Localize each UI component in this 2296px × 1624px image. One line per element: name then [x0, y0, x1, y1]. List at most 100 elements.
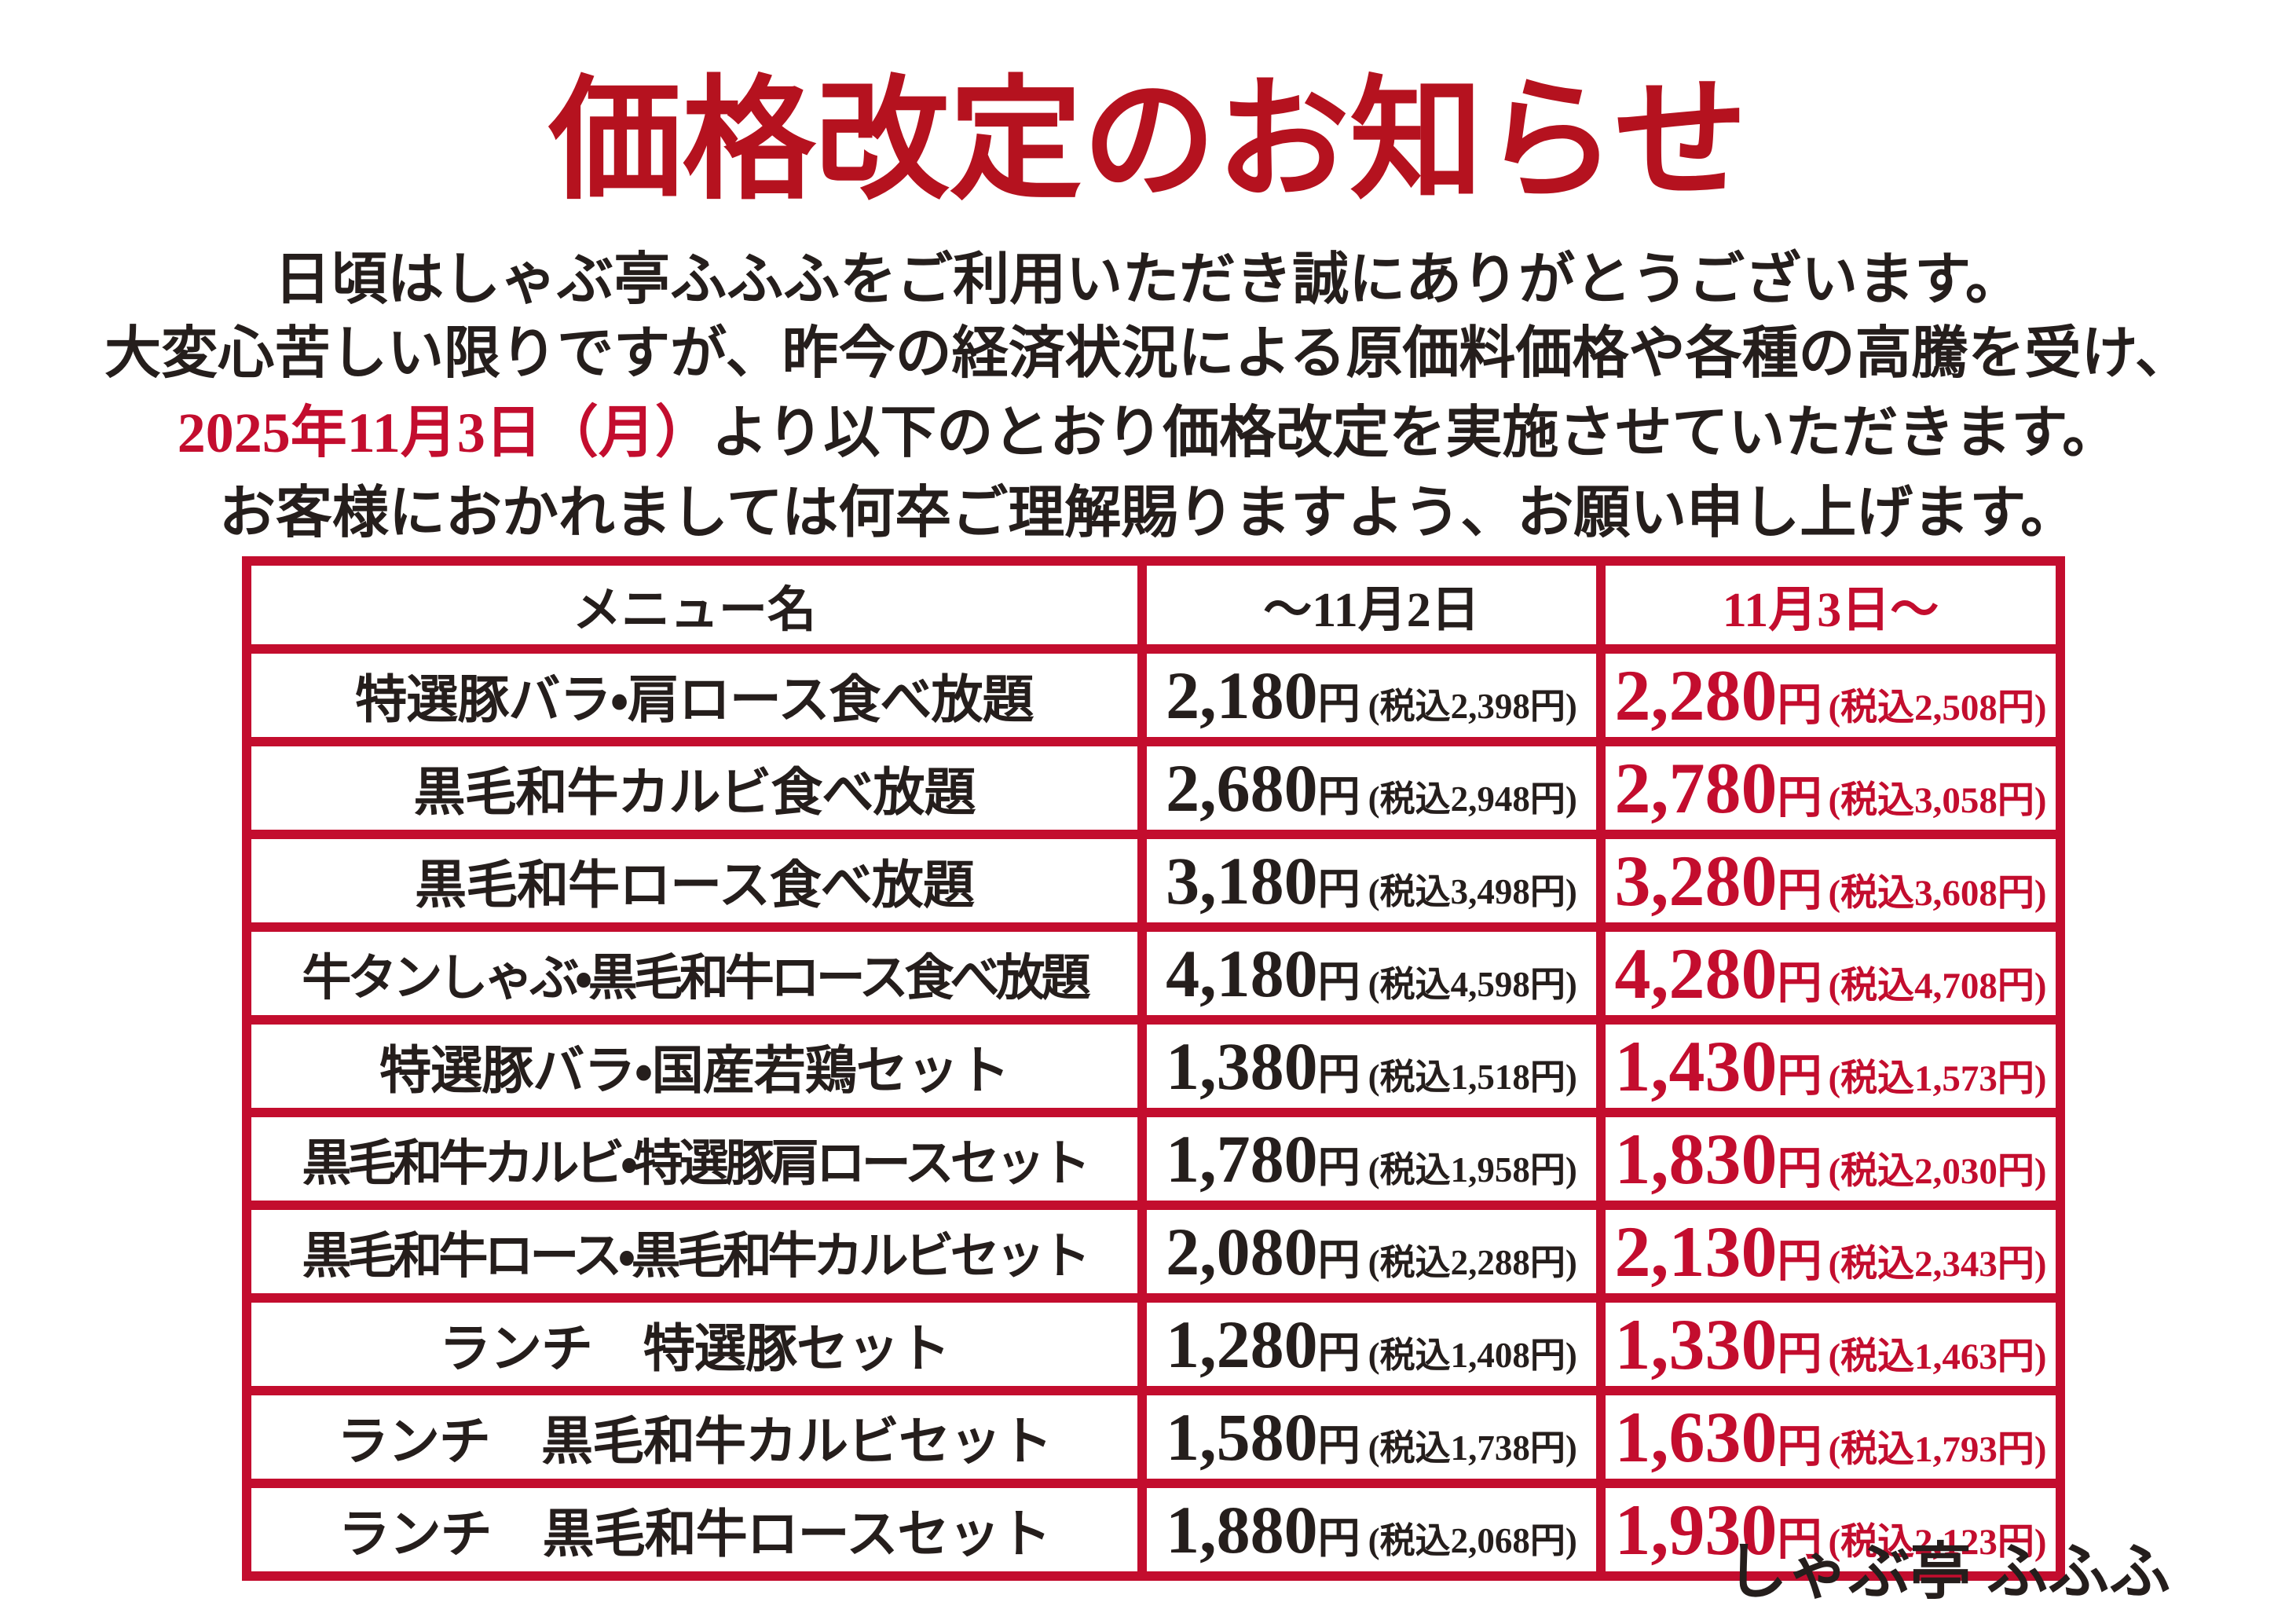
menu-name: 黒毛和牛カルビ・特選豚肩ロースセット [242, 1108, 1147, 1210]
price-amount: 1,580 [1166, 1399, 1318, 1475]
intro-line-3-rest: より以下のとおり価格改定を実施させていただきます。 [711, 401, 2119, 464]
menu-name: 特選豚バラ・国産若鶏セット [242, 1015, 1147, 1117]
price-table: メニュー名 ～11月2日 11月3日～ 特選豚バラ・肩ロース食べ放題 2,180… [242, 556, 2065, 1581]
price-amount: 1,280 [1166, 1307, 1318, 1382]
new-price-cell: 3,280円 (税込3,608円) [1596, 830, 2065, 932]
tax-note: (税込2,398円) [1368, 687, 1577, 726]
price-unit: 円 [1777, 866, 1822, 915]
price-amount: 1,780 [1166, 1121, 1318, 1197]
price-unit: 円 [1317, 1051, 1360, 1098]
price-unit: 円 [1777, 1051, 1822, 1101]
intro-line-2: 大変心苦しい限りですが、昨今の経済状況による原価料価格や各種の高騰を受け、 [104, 322, 2192, 385]
menu-name: ランチ 黒毛和牛カルビセット [242, 1386, 1147, 1488]
price-unit: 円 [1317, 680, 1360, 728]
table-row: 黒毛和牛カルビ・特選豚肩ロースセット 1,780円 (税込1,958円) 1,83… [242, 1108, 2065, 1210]
tax-note: (税込1,793円) [1828, 1429, 2047, 1470]
col-header-after: 11月3日～ [1596, 556, 2065, 654]
table-row: ランチ 特選豚セット 1,280円 (税込1,408円) 1,330円 (税込1,4… [242, 1293, 2065, 1395]
price-amount: 1,430 [1614, 1026, 1778, 1106]
price-amount: 1,330 [1614, 1304, 1778, 1384]
table-row: 特選豚バラ・国産若鶏セット 1,380円 (税込1,518円) 1,430円 (税込… [242, 1015, 2065, 1117]
tax-note: (税込2,288円) [1368, 1243, 1577, 1282]
tax-note: (税込2,508円) [1828, 687, 2047, 728]
old-price-cell: 1,380円 (税込1,518円) [1137, 1015, 1606, 1117]
tax-note: (税込2,068円) [1368, 1521, 1577, 1560]
price-amount: 2,680 [1166, 750, 1318, 826]
table-row: ランチ 黒毛和牛カルビセット 1,580円 (税込1,738円) 1,630円 (税… [242, 1386, 2065, 1488]
tax-note: (税込3,498円) [1368, 872, 1577, 911]
new-price-cell: 1,930円 (税込2,123円) [1596, 1479, 2065, 1581]
old-price-cell: 1,580円 (税込1,738円) [1137, 1386, 1606, 1488]
price-unit: 円 [1317, 1329, 1360, 1377]
new-price-cell: 1,830円 (税込2,030円) [1596, 1108, 2065, 1210]
tax-note: (税込3,058円) [1828, 780, 2047, 821]
old-price-cell: 1,880円 (税込2,068円) [1137, 1479, 1606, 1581]
price-unit: 円 [1317, 1422, 1360, 1469]
price-unit: 円 [1777, 959, 1822, 1008]
tax-note: (税込1,463円) [1828, 1336, 2047, 1377]
price-unit: 円 [1777, 1144, 1822, 1193]
price-unit: 円 [1317, 773, 1360, 820]
price-amount: 1,930 [1614, 1490, 1778, 1570]
effective-date: 2025年11月3日（月） [177, 401, 712, 464]
tax-note: (税込1,738円) [1368, 1428, 1577, 1468]
tax-note: (税込1,958円) [1368, 1150, 1577, 1190]
price-amount: 4,280 [1614, 933, 1778, 1014]
table-row: 特選豚バラ・肩ロース食べ放題 2,180円 (税込2,398円) 2,280円 (税… [242, 644, 2065, 746]
new-price-cell: 2,130円 (税込2,343円) [1596, 1201, 2065, 1303]
price-amount: 3,180 [1166, 843, 1318, 918]
tax-note: (税込1,573円) [1828, 1058, 2047, 1099]
price-amount: 2,080 [1166, 1214, 1318, 1289]
price-unit: 円 [1317, 1515, 1360, 1562]
old-price-cell: 2,080円 (税込2,288円) [1137, 1201, 1606, 1303]
new-price-cell: 1,430円 (税込1,573円) [1596, 1015, 2065, 1117]
price-unit: 円 [1777, 1515, 1822, 1564]
price-unit: 円 [1777, 773, 1822, 823]
intro-line-4: お客様におかれましては何卒ご理解賜りますよう、お願い申し上げます。 [218, 482, 2078, 544]
col-header-menu: メニュー名 [242, 556, 1147, 654]
price-amount: 2,180 [1166, 658, 1318, 733]
new-price-cell: 2,280円 (税込2,508円) [1596, 644, 2065, 746]
table-row: ランチ 黒毛和牛ロースセット 1,880円 (税込2,068円) 1,930円 (税… [242, 1479, 2065, 1581]
old-price-cell: 1,780円 (税込1,958円) [1137, 1108, 1606, 1210]
table-row: 黒毛和牛ロース・黒毛和牛カルビセット 2,080円 (税込2,288円) 2,13… [242, 1201, 2065, 1303]
tax-note: (税込3,608円) [1828, 873, 2047, 914]
col-header-before: ～11月2日 [1137, 556, 1606, 654]
price-unit: 円 [1777, 1329, 1822, 1379]
table-row: 黒毛和牛カルビ食べ放題 2,680円 (税込2,948円) 2,780円 (税込3,… [242, 737, 2065, 839]
new-price-cell: 2,780円 (税込3,058円) [1596, 737, 2065, 839]
tax-note: (税込2,123円) [1828, 1522, 2047, 1563]
price-unit: 円 [1777, 1237, 1822, 1286]
menu-name: ランチ 特選豚セット [242, 1293, 1147, 1395]
tax-note: (税込2,948円) [1368, 779, 1577, 819]
old-price-cell: 2,180円 (税込2,398円) [1137, 644, 1606, 746]
price-amount: 2,130 [1614, 1212, 1778, 1292]
menu-name: 黒毛和牛ロース食べ放題 [242, 830, 1147, 932]
tax-note: (税込1,408円) [1368, 1336, 1577, 1375]
price-amount: 2,280 [1614, 655, 1778, 735]
old-price-cell: 1,280円 (税込1,408円) [1137, 1293, 1606, 1395]
menu-name: 黒毛和牛ロース・黒毛和牛カルビセット [242, 1201, 1147, 1303]
price-amount: 1,630 [1614, 1397, 1778, 1477]
old-price-cell: 3,180円 (税込3,498円) [1137, 830, 1606, 932]
price-unit: 円 [1777, 1422, 1822, 1472]
price-unit: 円 [1317, 866, 1360, 913]
price-unit: 円 [1777, 680, 1822, 730]
menu-name: ランチ 黒毛和牛ロースセット [242, 1479, 1147, 1581]
price-amount: 2,780 [1614, 748, 1778, 828]
price-amount: 1,830 [1614, 1119, 1778, 1199]
tax-note: (税込1,518円) [1368, 1058, 1577, 1097]
price-unit: 円 [1317, 1237, 1360, 1284]
tax-note: (税込2,343円) [1828, 1244, 2047, 1285]
signature: しゃぶ亭 ふふふ [1726, 1538, 2170, 1606]
price-amount: 3,280 [1614, 841, 1778, 921]
table-row: 牛タンしゃぶ・黒毛和牛ロース食べ放題 4,180円 (税込4,598円) 4,28… [242, 922, 2065, 1025]
old-price-cell: 4,180円 (税込4,598円) [1137, 922, 1606, 1025]
new-price-cell: 4,280円 (税込4,708円) [1596, 922, 2065, 1025]
tax-note: (税込4,708円) [1828, 966, 2047, 1006]
tax-note: (税込4,598円) [1368, 965, 1577, 1004]
new-price-cell: 1,330円 (税込1,463円) [1596, 1293, 2065, 1395]
tax-note: (税込2,030円) [1828, 1151, 2047, 1192]
table-row: 黒毛和牛ロース食べ放題 3,180円 (税込3,498円) 3,280円 (税込3,… [242, 830, 2065, 932]
